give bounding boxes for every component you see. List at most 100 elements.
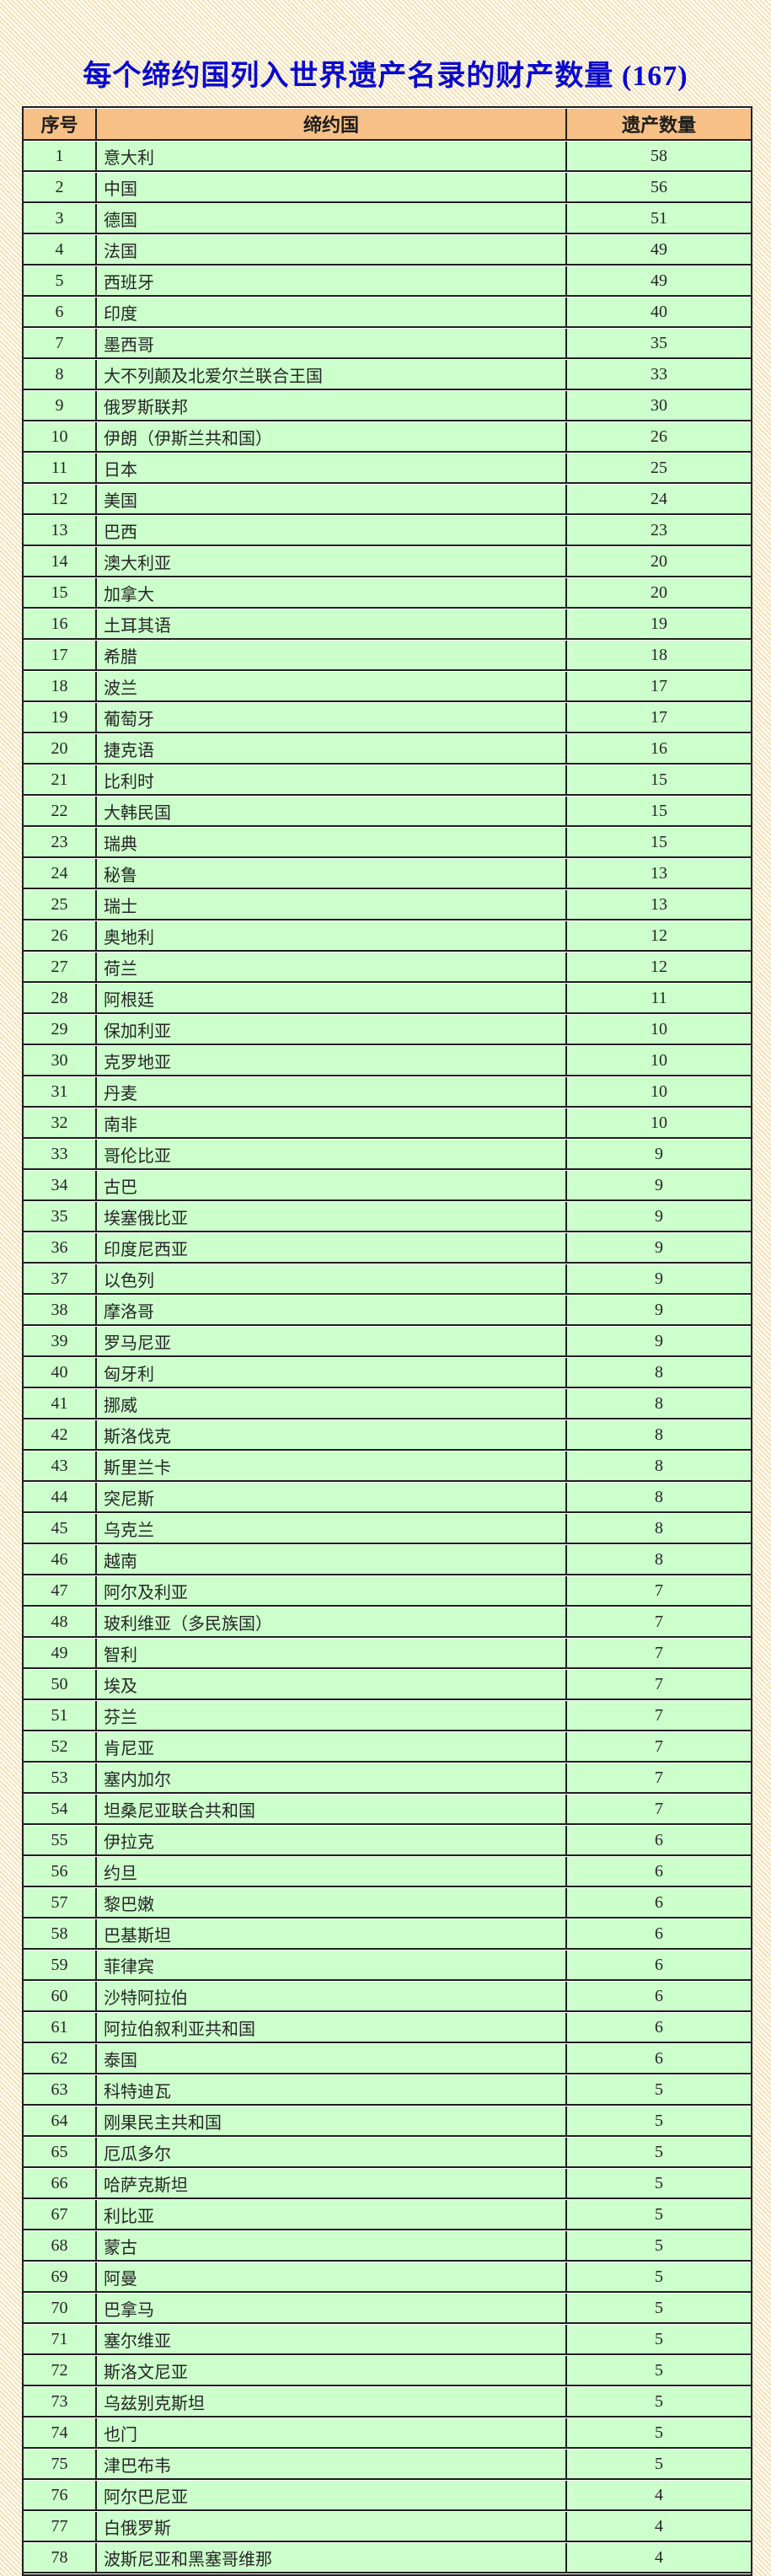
- rank-cell: 22: [24, 797, 97, 827]
- rank-cell: 6: [24, 298, 97, 328]
- count-cell: 7: [567, 1670, 751, 1700]
- count-cell: 5: [567, 2356, 751, 2386]
- count-cell: 35: [567, 329, 751, 359]
- country-cell: 也门: [97, 2418, 567, 2449]
- count-cell: 15: [567, 828, 751, 858]
- rank-cell: 14: [24, 547, 97, 577]
- count-cell: 5: [567, 2262, 751, 2293]
- country-cell: 刚果民主共和国: [97, 2106, 567, 2137]
- count-cell: 10: [567, 1077, 751, 1108]
- count-cell: 12: [567, 953, 751, 983]
- rank-cell: 77: [24, 2512, 97, 2542]
- rank-cell: 55: [24, 1826, 97, 1856]
- rank-cell: 62: [24, 2044, 97, 2074]
- country-cell: 印度尼西亚: [97, 1233, 567, 1264]
- rank-cell: 9: [24, 391, 97, 421]
- count-cell: 4: [567, 2481, 751, 2511]
- table-row: 55 伊拉克 6: [24, 1826, 751, 1856]
- table-row: 32 南非 10: [24, 1108, 751, 1139]
- table-row: 67 利比亚 5: [24, 2200, 751, 2230]
- rank-cell: 34: [24, 1171, 97, 1201]
- count-cell: 6: [567, 1888, 751, 1919]
- country-cell: 突尼斯: [97, 1483, 567, 1513]
- count-cell: 7: [567, 1763, 751, 1794]
- count-cell: 9: [567, 1233, 751, 1264]
- table-row: 52 肯尼亚 7: [24, 1732, 751, 1763]
- country-cell: 瑞士: [97, 890, 567, 920]
- country-cell: 中国: [97, 173, 567, 203]
- rank-cell: 21: [24, 765, 97, 796]
- table-row: 75 津巴布韦 5: [24, 2450, 751, 2480]
- country-cell: 伊朗（伊斯兰共和国）: [97, 422, 567, 453]
- table-row: 45 乌克兰 8: [24, 1514, 751, 1544]
- country-cell: 捷克语: [97, 734, 567, 765]
- country-cell: 挪威: [97, 1389, 567, 1419]
- country-cell: 澳大利亚: [97, 547, 567, 577]
- country-cell: 塞尔维亚: [97, 2325, 567, 2355]
- count-cell: 19: [567, 609, 751, 640]
- rank-cell: 8: [24, 360, 97, 390]
- country-cell: 西班牙: [97, 266, 567, 297]
- country-cell: 日本: [97, 453, 567, 484]
- header-heritage-count: 遗产数量: [567, 109, 751, 141]
- rank-cell: 56: [24, 1857, 97, 1887]
- table-row: 42 斯洛伐克 8: [24, 1420, 751, 1451]
- rank-cell: 28: [24, 984, 97, 1014]
- country-cell: 加拿大: [97, 578, 567, 609]
- rank-cell: 39: [24, 1327, 97, 1357]
- country-cell: 厄瓜多尔: [97, 2138, 567, 2168]
- count-cell: 5: [567, 2387, 751, 2418]
- table-row: 57 黎巴嫩 6: [24, 1888, 751, 1919]
- table-row: 15 加拿大 20: [24, 578, 751, 609]
- country-cell: 乌克兰: [97, 1514, 567, 1544]
- table-row: 62 泰国 6: [24, 2044, 751, 2074]
- table-row: 50 埃及 7: [24, 1670, 751, 1700]
- count-cell: 6: [567, 1982, 751, 2012]
- rank-cell: 52: [24, 1732, 97, 1763]
- rank-cell: 57: [24, 1888, 97, 1919]
- country-cell: 南非: [97, 1108, 567, 1139]
- table-row: 7 墨西哥 35: [24, 329, 751, 359]
- rank-cell: 1: [24, 142, 97, 172]
- rank-cell: 3: [24, 204, 97, 234]
- country-cell: 保加利亚: [97, 1015, 567, 1045]
- table-row: 43 斯里兰卡 8: [24, 1452, 751, 1482]
- country-cell: 墨西哥: [97, 329, 567, 359]
- country-cell: 美国: [97, 485, 567, 515]
- country-cell: 俄罗斯联邦: [97, 391, 567, 421]
- rank-cell: 23: [24, 828, 97, 858]
- count-cell: 40: [567, 298, 751, 328]
- count-cell: 16: [567, 734, 751, 765]
- rank-cell: 29: [24, 1015, 97, 1045]
- count-cell: 9: [567, 1140, 751, 1170]
- rank-cell: 78: [24, 2543, 97, 2573]
- rank-cell: 71: [24, 2325, 97, 2355]
- table-row: 23 瑞典 15: [24, 828, 751, 858]
- country-cell: 斯洛文尼亚: [97, 2356, 567, 2386]
- count-cell: 9: [567, 1202, 751, 1232]
- count-cell: 6: [567, 2044, 751, 2074]
- country-cell: 摩洛哥: [97, 1296, 567, 1326]
- rank-cell: 66: [24, 2169, 97, 2199]
- count-cell: 33: [567, 360, 751, 390]
- count-cell: 10: [567, 1046, 751, 1076]
- rank-cell: 5: [24, 266, 97, 297]
- count-cell: 58: [567, 142, 751, 172]
- table-row: 3 德国 51: [24, 204, 751, 234]
- count-cell: 9: [567, 1327, 751, 1357]
- table-row: 71 塞尔维亚 5: [24, 2325, 751, 2355]
- table-row: 4 法国 49: [24, 235, 751, 266]
- count-cell: 30: [567, 391, 751, 421]
- table-row: 21 比利时 15: [24, 765, 751, 796]
- table-row: 60 沙特阿拉伯 6: [24, 1982, 751, 2012]
- country-cell: 芬兰: [97, 1701, 567, 1731]
- rank-cell: 20: [24, 734, 97, 765]
- table-row: 51 芬兰 7: [24, 1701, 751, 1731]
- count-cell: 4: [567, 2512, 751, 2542]
- count-cell: 5: [567, 2418, 751, 2449]
- table-body: 1 意大利 58 2 中国 56 3 德国 51 4 法国 49 5 西班牙 49 6 印度 40 7 墨西哥 35 8 大…: [24, 142, 751, 2573]
- country-cell: 越南: [97, 1545, 567, 1575]
- table-row: 9 俄罗斯联邦 30: [24, 391, 751, 421]
- rank-cell: 69: [24, 2262, 97, 2293]
- heritage-count-table: 序号 缔约国 遗产数量 1 意大利 58 2 中国 56 3 德国 51 4 法国 49 5 西班牙 49 6…: [22, 106, 752, 2576]
